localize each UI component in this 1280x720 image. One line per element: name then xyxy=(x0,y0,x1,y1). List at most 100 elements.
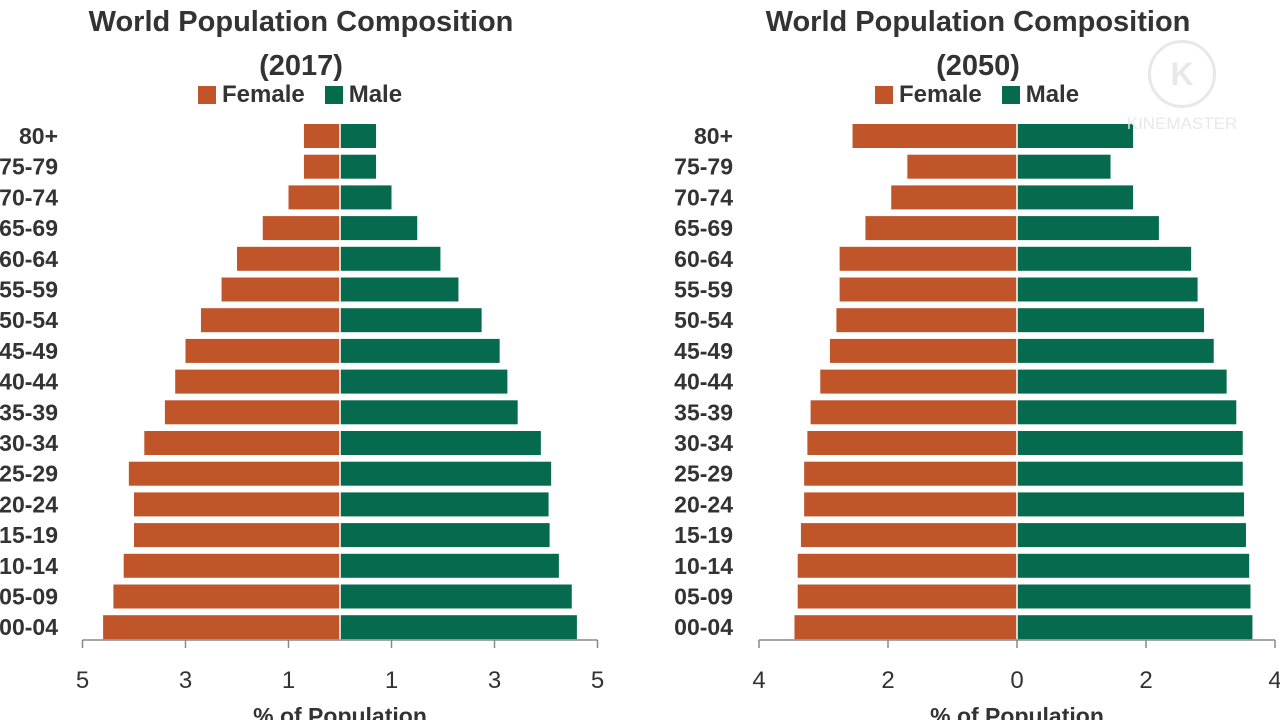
bar-male xyxy=(340,615,577,640)
y-tick-label: 65-69 xyxy=(674,215,733,241)
y-tick-label: 55-59 xyxy=(674,277,733,303)
y-tick-label: 15-19 xyxy=(674,522,733,548)
bar-female xyxy=(128,461,340,486)
bar-female xyxy=(134,492,340,517)
y-tick-label: 70-74 xyxy=(0,184,58,210)
bar-male xyxy=(1017,308,1205,333)
y-tick-label: 70-74 xyxy=(674,184,733,210)
y-tick-label: 50-54 xyxy=(0,307,58,333)
x-tick-label: 5 xyxy=(591,667,604,694)
bar-female xyxy=(800,523,1017,548)
legend-swatch-female xyxy=(875,86,893,104)
chart-panel-2050: World Population Composition (2050) Fema… xyxy=(640,0,1280,720)
y-tick-label: 30-34 xyxy=(674,430,733,456)
bar-male xyxy=(340,523,550,548)
bar-female xyxy=(865,216,1017,241)
y-tick-label: 05-09 xyxy=(674,584,733,610)
y-tick-label: 10-14 xyxy=(674,553,733,579)
bar-female xyxy=(288,185,340,210)
x-tick-label: 2 xyxy=(881,667,894,694)
bar-male xyxy=(340,338,500,363)
bar-female xyxy=(164,400,340,425)
bar-female xyxy=(797,553,1017,578)
x-tick-label: 2 xyxy=(1139,667,1152,694)
y-tick-label: 65-69 xyxy=(0,215,58,241)
pyramid-plot-2050: 80+75-7970-7465-6960-6455-5950-5445-4940… xyxy=(674,121,1280,720)
bar-male xyxy=(1017,461,1243,486)
y-tick-label: 30-34 xyxy=(0,430,58,456)
legend-label-female: Female xyxy=(899,81,982,108)
y-tick-label: 60-64 xyxy=(674,246,733,272)
pyramid-plot-2017: 80+ 75-79 70-74 65-69 60-64 55-59 50-54 45-49 40… xyxy=(0,121,604,720)
legend-item-male: Male xyxy=(324,81,403,109)
y-tick-label: 80+ xyxy=(19,123,58,149)
bar-female xyxy=(262,216,340,241)
bar-male xyxy=(1017,154,1111,179)
bar-female xyxy=(852,124,1017,148)
bar-female xyxy=(303,154,340,179)
x-tick-label: 5 xyxy=(76,667,89,694)
bar-female xyxy=(907,154,1017,179)
bar-female xyxy=(237,246,340,271)
y-tick-label: 25-29 xyxy=(674,461,733,487)
legend-label-female: Female xyxy=(222,81,305,108)
bar-female xyxy=(807,431,1017,455)
chart-subtitle: (2050) xyxy=(936,50,1020,82)
y-tick-label: 40-44 xyxy=(674,369,733,395)
legend-swatch-female xyxy=(198,86,216,104)
bar-female xyxy=(797,584,1017,609)
y-tick-label: 10-14 xyxy=(0,553,58,579)
bar-male xyxy=(340,461,552,486)
legend-label-male: Male xyxy=(348,81,403,108)
y-tick-label: 60-64 xyxy=(0,246,58,272)
bar-male xyxy=(1017,216,1159,241)
kinemaster-logo-icon: K xyxy=(1148,40,1216,108)
x-tick-label: 0 xyxy=(1010,667,1023,694)
x-axis-title: % of Population xyxy=(253,703,427,720)
bar-female xyxy=(123,553,340,578)
chart-subtitle: (2017) xyxy=(259,50,343,82)
chart-legend: Female Male xyxy=(198,80,422,110)
bar-female xyxy=(144,431,340,455)
bar-female xyxy=(200,308,340,333)
x-tick-label: 1 xyxy=(385,667,398,694)
bar-female xyxy=(113,584,341,609)
bar-male xyxy=(1017,246,1192,271)
legend-swatch-male xyxy=(1001,86,1020,104)
x-tick-label: 3 xyxy=(488,667,501,694)
bar-male xyxy=(1017,553,1250,578)
x-tick-label: 3 xyxy=(179,667,192,694)
y-tick-label: 75-79 xyxy=(0,154,58,180)
y-tick-label: 20-24 xyxy=(0,491,58,517)
bar-male xyxy=(340,216,418,241)
bar-male xyxy=(1017,369,1227,394)
y-tick-label: 00-04 xyxy=(674,614,733,640)
bar-male xyxy=(1017,523,1246,548)
bar-female xyxy=(839,246,1017,271)
bar-male xyxy=(340,400,518,425)
y-tick-label: 40-44 xyxy=(0,369,58,395)
chart-legend: Female Male xyxy=(875,80,1099,110)
bar-female xyxy=(804,461,1017,486)
legend-swatch-male xyxy=(324,86,343,104)
bar-male xyxy=(340,492,549,517)
bar-female xyxy=(794,615,1017,640)
y-tick-label: 25-29 xyxy=(0,461,58,487)
bar-female xyxy=(221,277,340,302)
bar-male xyxy=(1017,584,1251,609)
x-tick-label: 4 xyxy=(752,667,765,694)
bar-male xyxy=(1017,124,1134,148)
bar-male xyxy=(1017,277,1198,302)
bar-male xyxy=(1017,338,1214,363)
bar-male xyxy=(340,553,559,578)
bar-male xyxy=(1017,400,1237,425)
y-tick-label: 50-54 xyxy=(674,307,733,333)
bar-female xyxy=(303,124,340,148)
bar-female xyxy=(820,369,1017,394)
bar-male xyxy=(1017,615,1253,640)
bar-female xyxy=(103,615,340,640)
legend-item-female: Female xyxy=(875,81,982,109)
y-tick-label: 15-19 xyxy=(0,522,58,548)
bar-male xyxy=(340,154,377,179)
watermark-text: KINEMASTER xyxy=(1126,114,1238,133)
